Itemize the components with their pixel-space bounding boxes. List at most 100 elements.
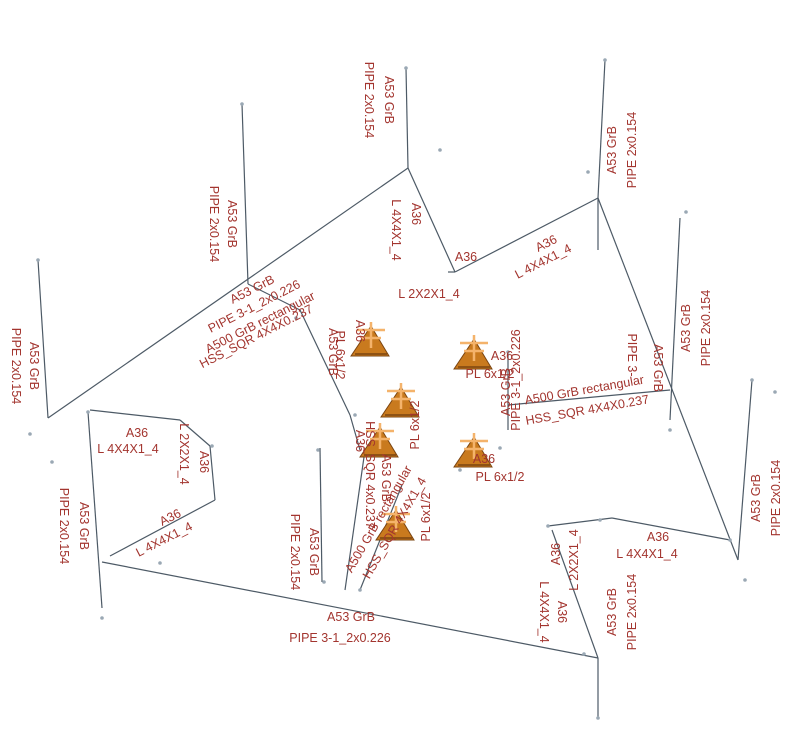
- member-label: A36: [353, 320, 367, 342]
- member-line: [37, 259, 49, 419]
- member-label: A53 GrB: [77, 502, 91, 550]
- member-label: A53 GrB: [382, 76, 396, 124]
- member-label: A36: [353, 430, 367, 452]
- node-point: [750, 378, 754, 382]
- member-label: PL 6x1/2: [466, 367, 515, 381]
- member-label: A53 GrB: [499, 368, 513, 416]
- member-line: [319, 447, 323, 583]
- plate-fitting: [453, 433, 493, 468]
- member-label: A53 GrB: [605, 588, 619, 636]
- node-point: [458, 468, 462, 472]
- member-label: L 2X2X1_4: [398, 287, 459, 301]
- member-label: A53 GrB: [605, 126, 619, 174]
- member-label: A53 GrB: [679, 304, 693, 352]
- member-label: L 4X4X1_4: [616, 547, 677, 561]
- member-label: PL 6x1/2: [476, 470, 525, 484]
- plate-bolts: [366, 423, 394, 449]
- member-label: PIPE 3-1_2x0.226: [509, 329, 523, 431]
- node-point: [498, 446, 502, 450]
- member-line: [247, 283, 301, 311]
- node-point: [684, 210, 688, 214]
- node-point: [773, 390, 777, 394]
- member-line: [669, 217, 681, 421]
- member-line: [299, 309, 351, 416]
- member-label: L 2X2X1_4: [567, 529, 581, 590]
- member-label: PIPE 3-: [625, 333, 639, 376]
- member-label: PIPE 2x0.154: [769, 460, 783, 536]
- member-line: [47, 167, 409, 419]
- node-point: [50, 460, 54, 464]
- member-label: L 4X4X1_4: [97, 442, 158, 456]
- member-line: [597, 197, 739, 561]
- member-line: [407, 167, 456, 273]
- plate-fitting: [453, 335, 493, 370]
- plate-bolts: [357, 322, 385, 348]
- node-point: [100, 616, 104, 620]
- member-line: [611, 517, 731, 541]
- node-point: [506, 350, 510, 354]
- plate-bolts: [387, 383, 415, 409]
- member-lines: [37, 59, 753, 718]
- member-label: A53 GrB: [225, 200, 239, 248]
- node-point: [210, 444, 214, 448]
- member-label: A36: [647, 530, 669, 544]
- plate-fittings: [350, 322, 493, 541]
- member-label: PIPE 2x0.154: [57, 488, 71, 564]
- node-point: [596, 716, 600, 720]
- member-label: A36: [473, 452, 495, 466]
- node-point: [438, 148, 442, 152]
- member-label: A53 GrB: [749, 474, 763, 522]
- member-label: PL 6x1/2: [333, 331, 347, 380]
- node-point: [668, 428, 672, 432]
- member-label: L 4X4X1_4: [389, 199, 403, 260]
- node-point: [358, 588, 362, 592]
- member-label: PIPE 2x0.154: [207, 186, 221, 262]
- plate-fitting: [375, 506, 415, 541]
- node-point: [36, 258, 40, 262]
- member-line: [597, 59, 606, 199]
- member-label: A36: [555, 601, 569, 623]
- member-label: HSS_SQR 4x0.237: [363, 421, 377, 529]
- member-label: L 4X4X1_4: [537, 581, 551, 642]
- member-line: [737, 379, 753, 561]
- member-label: A53 GrB: [307, 528, 321, 576]
- member-label: A53 GrB: [651, 344, 665, 392]
- member-label: PL 6x1/2: [408, 401, 422, 450]
- node-point: [603, 58, 607, 62]
- node-point: [28, 432, 32, 436]
- member-line: [101, 561, 599, 659]
- node-point: [240, 102, 244, 106]
- node-point: [158, 561, 162, 565]
- member-label: A53 GrB: [326, 328, 340, 376]
- member-label: A36: [455, 250, 477, 264]
- node-point: [598, 518, 602, 522]
- member-label: L 2X2X1_4: [177, 423, 191, 484]
- member-line: [454, 197, 599, 273]
- member-line: [241, 103, 249, 285]
- node-point: [586, 170, 590, 174]
- node-points: [28, 58, 777, 720]
- member-label: PIPE 2x0.154: [288, 514, 302, 590]
- member-label: PL 6x1/2: [419, 493, 433, 542]
- member-label: A36: [491, 349, 513, 363]
- member-label: A53 GrB: [327, 610, 375, 624]
- member-line: [547, 517, 613, 527]
- node-point: [86, 410, 90, 414]
- node-point: [728, 538, 732, 542]
- node-point: [316, 448, 320, 452]
- member-label: A53 GrB: [379, 454, 393, 502]
- member-label: PIPE 2x0.154: [362, 62, 376, 138]
- member-line: [109, 499, 216, 557]
- node-point: [353, 413, 357, 417]
- node-point: [582, 652, 586, 656]
- member-label: PIPE 2x0.154: [699, 290, 713, 366]
- plate-bolts: [382, 506, 410, 532]
- member-label: PIPE 2x0.154: [625, 112, 639, 188]
- member-line: [179, 419, 211, 447]
- member-line: [344, 449, 366, 591]
- plate-fitting: [350, 322, 390, 357]
- member-label: A36: [409, 203, 423, 225]
- member-label: PIPE 2x0.154: [9, 328, 23, 404]
